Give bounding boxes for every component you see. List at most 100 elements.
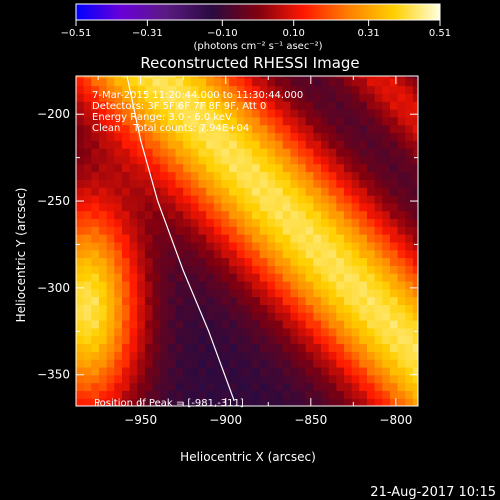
- heatmap-cell: [298, 77, 307, 87]
- heatmap-cell: [114, 280, 123, 290]
- heatmap-cell: [144, 273, 154, 282]
- heatmap-cell: [366, 93, 376, 102]
- heatmap-cell: [305, 101, 314, 110]
- heatmap-cell: [83, 77, 92, 87]
- heatmap-cell: [267, 132, 276, 141]
- heatmap-cell: [412, 390, 418, 399]
- heatmap-cell: [405, 101, 414, 110]
- heatmap-cell: [236, 163, 246, 173]
- heatmap-cell: [267, 359, 276, 368]
- heatmap-cell: [137, 359, 146, 368]
- heatmap-cell: [328, 85, 337, 94]
- heatmap-cell: [98, 132, 108, 141]
- heatmap-cell: [412, 320, 418, 329]
- heatmap-cell: [298, 265, 307, 274]
- heatmap-cell: [252, 101, 261, 110]
- heatmap-cell: [382, 202, 391, 212]
- heatmap-cell: [405, 398, 414, 406]
- heatmap-cell: [152, 343, 161, 352]
- heatmap-cell: [221, 187, 230, 196]
- heatmap-cell: [137, 234, 146, 243]
- heatmap-cell: [129, 351, 138, 360]
- heatmap-cell: [244, 374, 253, 384]
- heatmap-cell: [175, 241, 184, 251]
- heatmap-cell: [91, 288, 100, 298]
- heatmap-cell: [382, 241, 391, 251]
- heatmap-cell: [221, 382, 230, 391]
- heatmap-image: [76, 76, 418, 406]
- heatmap-cell: [229, 163, 238, 173]
- heatmap-cell: [206, 249, 215, 259]
- heatmap-cell: [343, 390, 353, 399]
- heatmap-cell: [236, 288, 246, 298]
- y-tick-label: −300: [37, 281, 70, 295]
- heatmap-cell: [221, 288, 230, 298]
- heatmap-cell: [305, 273, 314, 282]
- heatmap-cell: [167, 327, 177, 337]
- heatmap-cell: [221, 280, 230, 290]
- heatmap-cell: [359, 296, 368, 305]
- heatmap-cell: [252, 124, 261, 134]
- heatmap-cell: [336, 343, 345, 352]
- heatmap-cell: [114, 296, 123, 305]
- heatmap-cell: [167, 296, 177, 305]
- heatmap-cell: [252, 179, 261, 188]
- heatmap-cell: [221, 296, 230, 305]
- heatmap-cell: [106, 296, 115, 305]
- heatmap-cell: [183, 382, 192, 391]
- heatmap-cell: [351, 234, 360, 243]
- heatmap-cell: [76, 273, 85, 282]
- heatmap-cell: [252, 202, 261, 212]
- heatmap-cell: [397, 77, 406, 87]
- heatmap-cell: [244, 288, 253, 298]
- heatmap-cell: [351, 85, 360, 94]
- heatmap-cell: [76, 132, 85, 141]
- heatmap-cell: [244, 312, 253, 321]
- heatmap-cell: [336, 312, 345, 321]
- heatmap-cell: [290, 312, 299, 321]
- heatmap-cell: [313, 76, 322, 79]
- heatmap-cell: [160, 249, 169, 259]
- heatmap-cell: [98, 320, 108, 329]
- heatmap-cell: [229, 109, 238, 118]
- heatmap-cell: [91, 109, 100, 118]
- heatmap-cell: [76, 312, 85, 321]
- heatmap-cell: [183, 210, 192, 220]
- heatmap-cell: [167, 335, 177, 345]
- heatmap-cell: [236, 101, 246, 110]
- heatmap-cell: [328, 76, 337, 79]
- heatmap-cell: [275, 241, 284, 251]
- heatmap-cell: [98, 398, 108, 406]
- heatmap-cell: [160, 218, 169, 227]
- heatmap-cell: [267, 77, 276, 87]
- heatmap-cell: [305, 218, 314, 227]
- heatmap-cell: [137, 101, 146, 110]
- heatmap-cell: [213, 398, 223, 406]
- heatmap-cell: [298, 155, 307, 165]
- heatmap-cell: [351, 226, 360, 235]
- heatmap-cell: [275, 327, 284, 337]
- heatmap-cell: [389, 187, 399, 196]
- heatmap-cell: [198, 148, 207, 157]
- heatmap-cell: [190, 101, 200, 110]
- heatmap-cell: [137, 77, 146, 87]
- heatmap-cell: [259, 312, 269, 321]
- heatmap-cell: [167, 280, 177, 290]
- heatmap-cell: [213, 382, 223, 391]
- heatmap-cell: [98, 187, 108, 196]
- heatmap-cell: [321, 265, 330, 274]
- heatmap-cell: [389, 218, 399, 227]
- heatmap-cell: [167, 241, 177, 251]
- heatmap-cell: [83, 148, 92, 157]
- heatmap-cell: [305, 343, 314, 352]
- heatmap-cell: [152, 335, 161, 345]
- heatmap-cell: [321, 124, 330, 134]
- heatmap-cell: [397, 398, 406, 406]
- heatmap-cell: [83, 398, 92, 406]
- heatmap-cell: [190, 366, 200, 376]
- heatmap-cell: [152, 257, 161, 266]
- heatmap-cell: [121, 194, 131, 204]
- heatmap-cell: [160, 265, 169, 274]
- heatmap-cell: [321, 280, 330, 290]
- heatmap-cell: [275, 288, 284, 298]
